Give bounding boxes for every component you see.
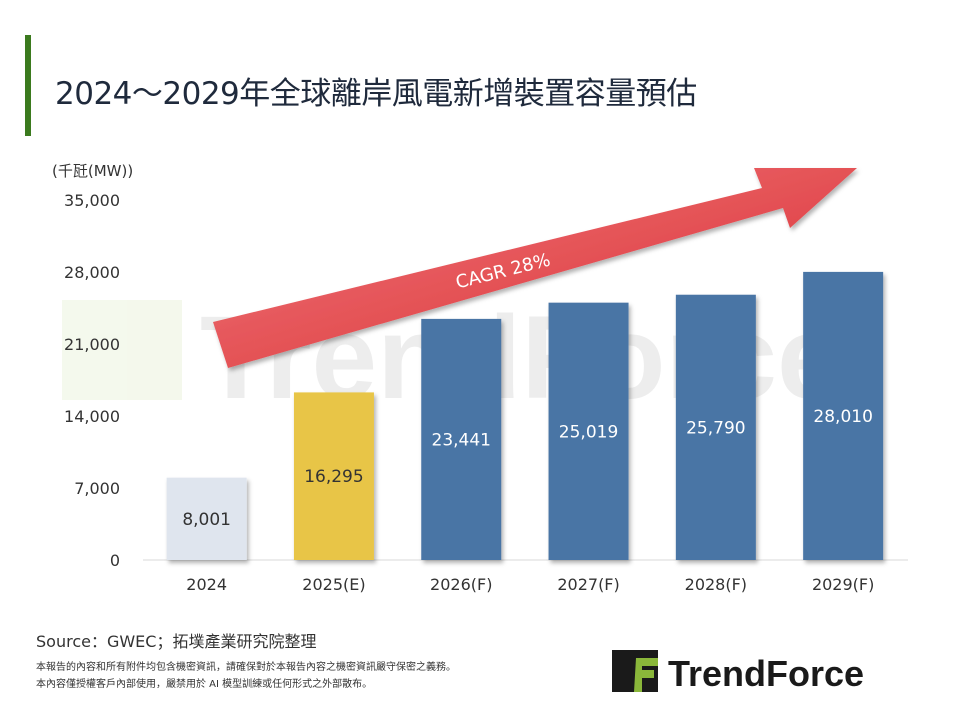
bar: [421, 318, 502, 560]
x-tick-label: 2029(F): [812, 575, 874, 594]
x-tick-label: 2024: [186, 575, 227, 594]
y-tick-label: 14,000: [64, 407, 120, 426]
x-tick-label: 2025(E): [302, 575, 365, 594]
disclaimer-line-2: 本內容僅授權客戶內部使用，嚴禁用於 AI 模型訓練或任何形式之外部散布。: [36, 679, 373, 690]
title-accent-bar: [25, 35, 31, 136]
y-tick-label: 7,000: [74, 479, 120, 498]
bar: [548, 302, 629, 560]
y-tick-label: 21,000: [64, 335, 120, 354]
source-note: Source：GWEC；拓墣產業研究院整理: [36, 632, 317, 651]
data-label: 28,010: [813, 407, 872, 427]
bar: [293, 392, 374, 560]
data-label: 8,001: [182, 510, 231, 530]
data-label: 25,790: [686, 418, 745, 438]
svg-text:TrendForce: TrendForce: [668, 653, 864, 694]
trendforce-logo: TrendForce: [612, 648, 932, 702]
y-tick-label: 0: [110, 551, 120, 570]
bar: [675, 294, 756, 560]
data-label: 25,019: [559, 422, 618, 442]
disclaimer-line-1: 本報告的內容和所有附件均包含機密資訊，請確保對於本報告內容之機密資訊嚴守保密之義…: [36, 662, 456, 673]
y-tick-label: 35,000: [64, 191, 120, 210]
bar: [166, 477, 247, 560]
data-label: 16,295: [304, 467, 363, 487]
data-label: 23,441: [432, 430, 491, 450]
page-title: 2024～2029年全球離岸風電新增裝置容量預估: [55, 76, 697, 112]
x-tick-label: 2027(F): [557, 575, 619, 594]
bar: [803, 271, 884, 560]
y-tick-label: 28,000: [64, 263, 120, 282]
x-tick-label: 2028(F): [685, 575, 747, 594]
y-axis-label: (千瓩(MW)): [52, 162, 133, 180]
x-tick-label: 2026(F): [430, 575, 492, 594]
